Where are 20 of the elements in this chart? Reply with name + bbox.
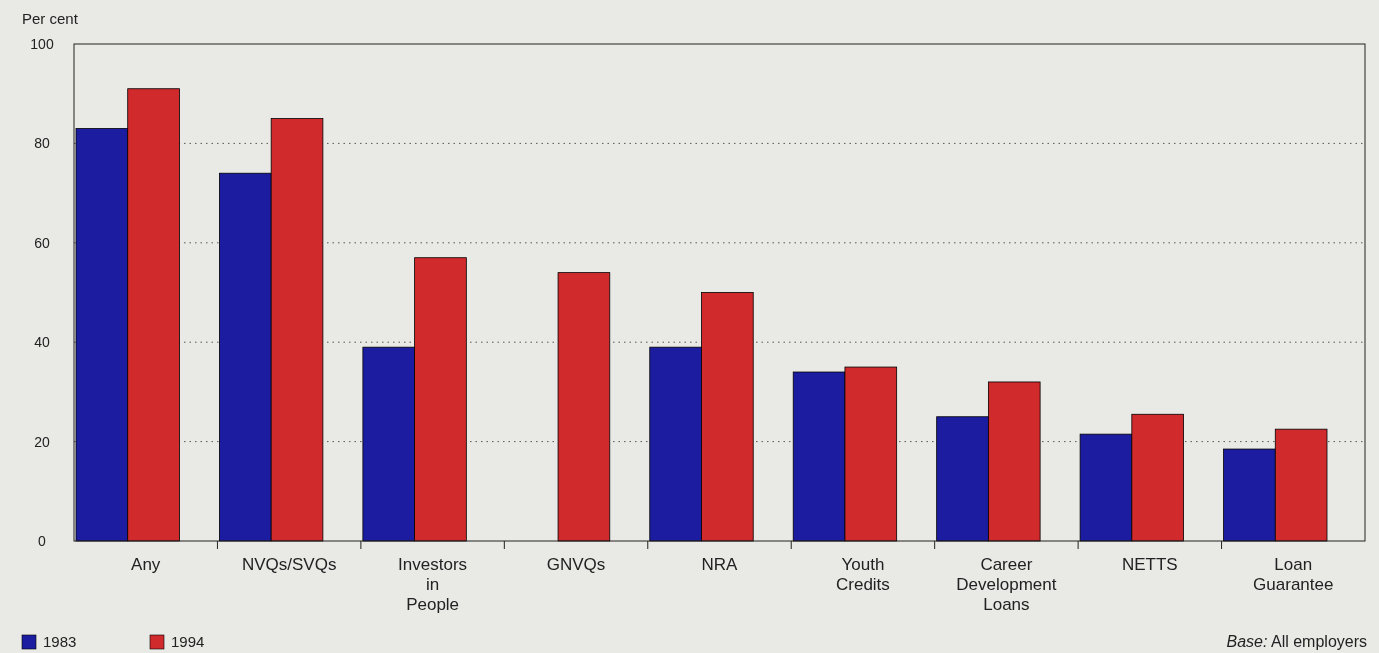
x-tick-label: Investors in People xyxy=(398,555,468,614)
legend-label: 1983 xyxy=(43,633,77,650)
y-tick-label: 100 xyxy=(30,35,54,52)
y-tick-label: 60 xyxy=(34,234,50,251)
x-tick-label: GNVQs xyxy=(546,555,606,574)
x-tick-label: Any xyxy=(131,555,161,574)
x-tick-label: Loan Guarantee xyxy=(1253,555,1334,594)
x-tick-label: NETTS xyxy=(1121,555,1178,574)
y-axis-title: Per cent xyxy=(22,10,79,27)
y-tick-label: 0 xyxy=(38,532,47,549)
x-tick-label: NRA xyxy=(701,555,739,574)
x-tick-label: Youth Credits xyxy=(836,555,890,594)
x-tick-label: Career Development Loans xyxy=(956,555,1057,614)
x-tick-label: NVQs/SVQs xyxy=(241,555,337,574)
y-tick-label: 20 xyxy=(34,433,50,450)
legend-label: 1994 xyxy=(171,633,205,650)
y-tick-label: 40 xyxy=(34,334,50,351)
bar xyxy=(557,272,611,542)
y-tick-label: 80 xyxy=(34,135,50,152)
text: Base: All employers xyxy=(1226,633,1367,650)
